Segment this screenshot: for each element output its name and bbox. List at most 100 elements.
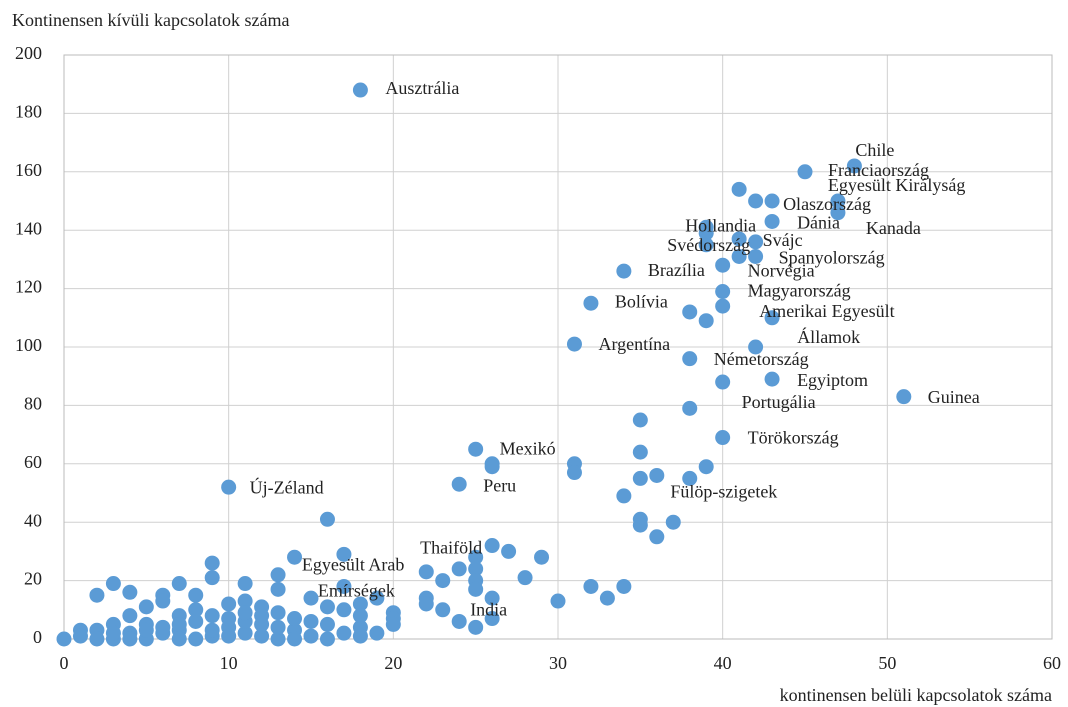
y-tick-label: 100 bbox=[15, 335, 42, 355]
point bbox=[698, 313, 714, 329]
point bbox=[56, 631, 72, 647]
point bbox=[270, 605, 286, 621]
y-tick-label: 160 bbox=[15, 160, 42, 180]
point bbox=[649, 467, 665, 483]
point-label: Dánia bbox=[797, 213, 840, 233]
point bbox=[665, 514, 681, 530]
point bbox=[105, 576, 121, 592]
point bbox=[237, 625, 253, 641]
point bbox=[303, 628, 319, 644]
point bbox=[105, 625, 121, 641]
point bbox=[550, 593, 566, 609]
point bbox=[418, 596, 434, 612]
point bbox=[155, 593, 171, 609]
point bbox=[616, 578, 632, 594]
point bbox=[336, 578, 352, 594]
point-label: Guinea bbox=[928, 387, 980, 407]
point bbox=[287, 549, 303, 565]
point bbox=[748, 234, 764, 250]
point bbox=[237, 576, 253, 592]
x-tick-label: 10 bbox=[220, 653, 238, 673]
point-label: Egyesült Arab bbox=[302, 555, 404, 575]
point-label: Franciaország bbox=[828, 160, 929, 180]
point bbox=[583, 578, 599, 594]
point-label: Olaszország bbox=[783, 194, 871, 214]
point bbox=[270, 619, 286, 635]
point-label: Peru bbox=[483, 475, 516, 495]
point-label: Spanyolország bbox=[779, 248, 885, 268]
x-tick-label: 30 bbox=[549, 653, 567, 673]
point-label: Svájc bbox=[763, 230, 803, 250]
point bbox=[534, 549, 550, 565]
point bbox=[319, 631, 335, 647]
point bbox=[468, 549, 484, 565]
y-tick-label: 200 bbox=[15, 43, 42, 63]
point bbox=[188, 613, 204, 629]
point bbox=[138, 622, 154, 638]
point bbox=[715, 430, 731, 446]
x-tick-label: 40 bbox=[714, 653, 732, 673]
point-label: Fülöp-szigetek bbox=[670, 482, 777, 502]
point bbox=[155, 619, 171, 635]
point bbox=[830, 193, 846, 209]
y-tick-label: 60 bbox=[24, 452, 42, 472]
point bbox=[287, 611, 303, 627]
y-tick-label: 40 bbox=[24, 510, 42, 530]
x-tick-label: 50 bbox=[878, 653, 896, 673]
point bbox=[171, 616, 187, 632]
point bbox=[682, 470, 698, 486]
point bbox=[352, 82, 368, 98]
point bbox=[171, 631, 187, 647]
point bbox=[632, 517, 648, 533]
point bbox=[303, 590, 319, 606]
point bbox=[204, 608, 220, 624]
point bbox=[698, 459, 714, 475]
point bbox=[122, 608, 138, 624]
point-label: India bbox=[470, 600, 507, 620]
point bbox=[352, 628, 368, 644]
point bbox=[270, 567, 286, 583]
y-tick-label: 80 bbox=[24, 394, 42, 414]
point bbox=[254, 628, 270, 644]
point bbox=[319, 599, 335, 615]
point-label: Thaiföld bbox=[420, 538, 482, 558]
x-tick-label: 60 bbox=[1043, 653, 1061, 673]
point-label: Norvégia bbox=[748, 260, 815, 280]
y-tick-label: 20 bbox=[24, 569, 42, 589]
point bbox=[731, 248, 747, 264]
point-label: Hollandia bbox=[685, 215, 756, 235]
point bbox=[698, 237, 714, 253]
x-axis-title: kontinensen belüli kapcsolatok száma bbox=[780, 685, 1052, 705]
point bbox=[221, 596, 237, 612]
y-axis-title: Kontinensen kívüli kapcsolatok száma bbox=[12, 10, 289, 30]
point bbox=[748, 339, 764, 355]
point bbox=[369, 590, 385, 606]
point-label: Amerikai Egyesült bbox=[759, 301, 894, 321]
point bbox=[501, 543, 517, 559]
point-label: Emírségek bbox=[318, 581, 395, 601]
point bbox=[484, 611, 500, 627]
point bbox=[204, 570, 220, 586]
point bbox=[221, 479, 237, 495]
point bbox=[237, 593, 253, 609]
point bbox=[566, 465, 582, 481]
point-label: Kanada bbox=[866, 218, 921, 238]
point bbox=[188, 587, 204, 603]
point-label: Új-Zéland bbox=[250, 476, 324, 497]
x-tick-label: 0 bbox=[60, 653, 69, 673]
point bbox=[764, 193, 780, 209]
point bbox=[138, 599, 154, 615]
point bbox=[583, 295, 599, 311]
y-tick-label: 0 bbox=[33, 627, 42, 647]
point bbox=[435, 573, 451, 589]
point bbox=[89, 587, 105, 603]
point bbox=[748, 248, 764, 264]
point bbox=[715, 298, 731, 314]
point-label: Egyesült Királyság bbox=[828, 175, 965, 195]
point bbox=[385, 616, 401, 632]
point bbox=[468, 441, 484, 457]
point bbox=[632, 444, 648, 460]
point bbox=[764, 310, 780, 326]
point bbox=[830, 205, 846, 221]
